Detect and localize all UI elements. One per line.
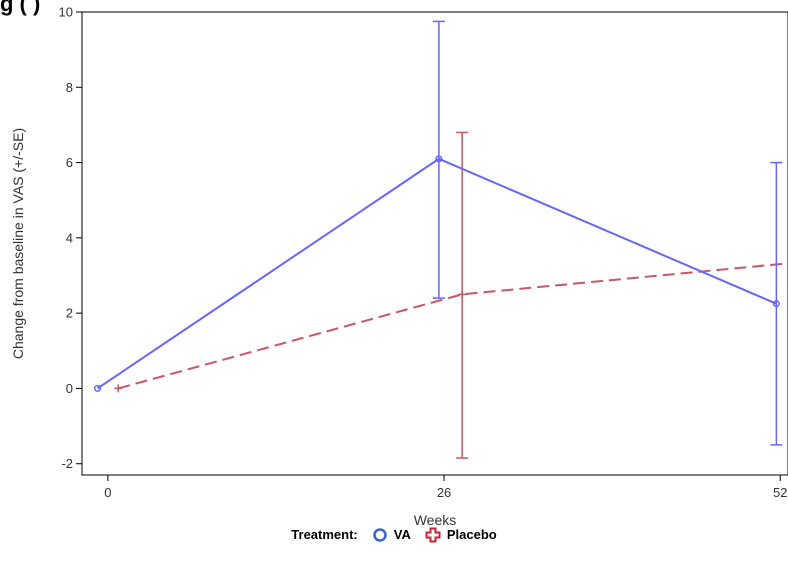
legend-entry-va: VA xyxy=(372,527,411,543)
cross-marker-icon xyxy=(425,527,441,542)
y-tick-label: -2 xyxy=(61,456,73,471)
series-line-placebo xyxy=(117,262,788,390)
data-point xyxy=(114,384,123,393)
x-axis-label: Weeks xyxy=(414,512,457,528)
circle-marker-icon xyxy=(373,527,387,542)
legend-title: Treatment: xyxy=(291,527,358,542)
y-tick-label: 0 xyxy=(66,381,73,396)
plot-frame xyxy=(81,11,788,476)
legend-entry-placebo: Placebo xyxy=(425,527,497,543)
y-tick-label: 4 xyxy=(66,230,73,245)
data-point xyxy=(458,290,467,299)
data-point xyxy=(93,384,102,392)
x-tick-label: 52 xyxy=(773,485,787,500)
data-point xyxy=(435,155,443,163)
data-point xyxy=(772,300,780,308)
x-tick-label: 0 xyxy=(104,485,111,500)
y-tick-label: 6 xyxy=(66,155,73,170)
series-va xyxy=(93,20,783,446)
legend-label-va: VA xyxy=(393,527,411,542)
y-tick-label: 2 xyxy=(66,306,73,321)
legend: Treatment: VA Placebo xyxy=(0,526,788,548)
y-tick-label: 8 xyxy=(66,80,73,95)
y-axis-label: Change from baseline in VAS (+/-SE) xyxy=(10,128,26,359)
y-tick-label: 10 xyxy=(59,5,73,20)
series-placebo xyxy=(114,131,788,459)
x-tick-label: 26 xyxy=(437,485,451,500)
legend-label-placebo: Placebo xyxy=(446,527,497,542)
chart-title: g ( ) xyxy=(0,0,41,16)
